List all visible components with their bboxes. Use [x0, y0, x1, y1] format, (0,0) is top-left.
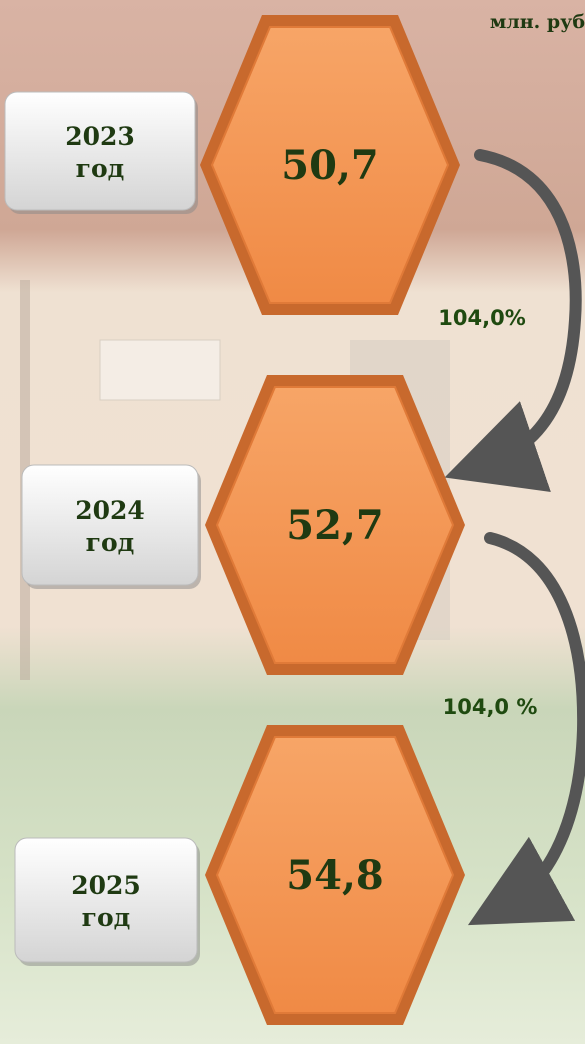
year: 2024: [75, 496, 145, 525]
infographic: млн. руб 104,0% 104,0 % 50,7 2023 год 52,7 2…: [0, 0, 585, 1044]
year-box: [22, 465, 198, 585]
year-box: [5, 92, 195, 210]
year: 2023: [65, 122, 135, 151]
year-box: [15, 838, 197, 962]
year-word: год: [82, 903, 131, 932]
growth-label: 104,0%: [438, 306, 525, 330]
year-word: год: [76, 154, 125, 183]
value: 54,8: [286, 852, 383, 899]
value: 50,7: [281, 142, 378, 189]
growth-label: 104,0 %: [443, 695, 538, 719]
window: [100, 340, 220, 400]
year: 2025: [71, 871, 141, 900]
value: 52,7: [286, 502, 383, 549]
unit-label: млн. руб: [490, 11, 585, 33]
year-word: год: [86, 528, 135, 557]
